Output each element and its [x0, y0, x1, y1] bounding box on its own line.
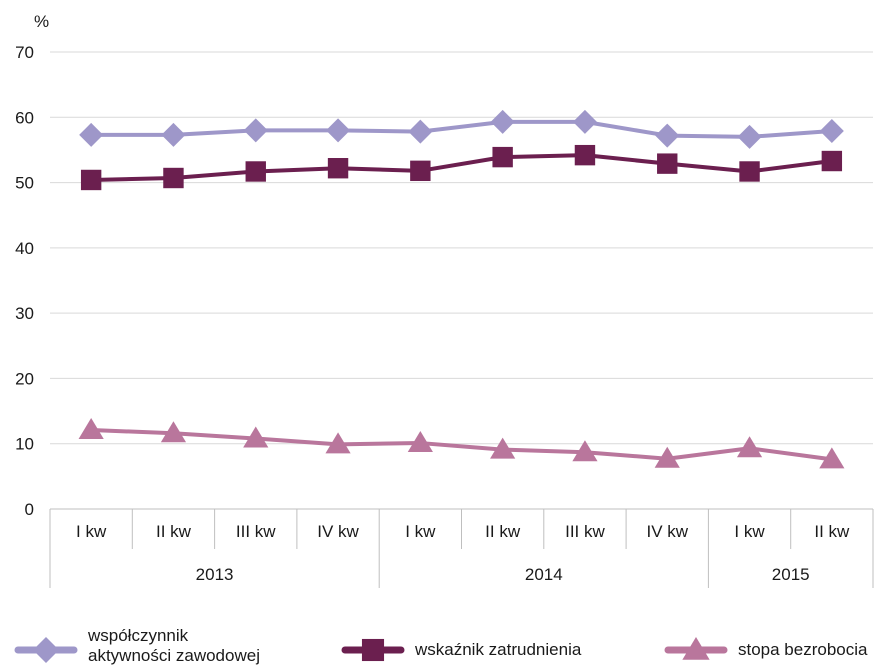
x-tick-label: II kw	[156, 522, 192, 541]
data-point	[243, 118, 268, 143]
x-tick-label: III kw	[565, 522, 605, 541]
data-point	[245, 161, 266, 182]
data-point	[410, 160, 431, 182]
series-square	[80, 144, 843, 191]
x-tick-label: I kw	[76, 522, 107, 541]
data-point	[160, 421, 187, 443]
data-point	[163, 167, 184, 189]
x-tick-label: IV kw	[317, 522, 359, 541]
series-line	[91, 119, 832, 139]
data-point	[408, 119, 433, 144]
series-triangle	[78, 418, 845, 469]
x-axis: I kw II kw III kw IV kw I kw II kw III kw IV kw…	[49, 509, 874, 588]
x-tick-label: I kw	[405, 522, 436, 541]
data-point	[325, 432, 351, 454]
legend-item: stopa bezrobocia	[664, 637, 868, 660]
y-tick-label: 70	[15, 43, 34, 62]
data-point	[736, 436, 763, 458]
data-point	[572, 440, 598, 462]
x-group-label: 2015	[772, 565, 810, 584]
data-point	[407, 431, 433, 453]
series-lines	[78, 109, 845, 469]
data-point	[78, 418, 104, 440]
data-point	[657, 153, 678, 174]
data-point	[739, 161, 760, 182]
y-tick-label: 10	[15, 435, 34, 454]
y-tick-label: 50	[15, 174, 34, 193]
series-line	[91, 153, 833, 182]
data-point	[326, 118, 351, 143]
data-point	[574, 144, 596, 166]
y-tick-label: 0	[25, 500, 34, 519]
data-point	[572, 109, 597, 134]
x-tick-label: III kw	[236, 522, 276, 541]
y-tick-label: 30	[15, 304, 34, 323]
data-point	[161, 122, 186, 147]
legend-label: aktywności zawodowej	[88, 646, 260, 665]
legend-label: stopa bezrobocia	[738, 640, 868, 659]
series-line	[91, 428, 833, 462]
data-point	[490, 437, 516, 459]
legend-marker	[682, 637, 710, 660]
data-point	[819, 118, 844, 143]
data-point	[492, 146, 513, 168]
grid-lines	[50, 51, 873, 510]
legend-marker	[33, 637, 59, 663]
legend-label: wskaźnik zatrudnienia	[414, 640, 582, 659]
data-point	[327, 158, 349, 179]
y-axis-ticks: 0 10 20 30 40 50 60 70	[15, 43, 34, 519]
x-group-label: 2014	[525, 565, 563, 584]
y-tick-label: 40	[15, 239, 34, 258]
legend-label: współczynnik	[87, 626, 189, 645]
y-tick-label: 60	[15, 108, 34, 127]
data-point	[243, 426, 269, 448]
data-point	[79, 122, 104, 147]
x-tick-label: IV kw	[646, 522, 688, 541]
data-point	[737, 124, 762, 149]
legend-marker	[361, 638, 385, 662]
y-axis-unit-label: %	[34, 12, 49, 31]
series-diamond	[79, 109, 844, 149]
data-point	[80, 169, 102, 191]
data-point	[654, 446, 680, 468]
legend-item: wskaźnik zatrudnienia	[341, 638, 582, 662]
x-group-label: 2013	[196, 565, 234, 584]
data-point	[655, 123, 680, 148]
data-point	[490, 109, 515, 134]
y-tick-label: 20	[15, 369, 34, 388]
x-tick-label: II kw	[485, 522, 521, 541]
x-tick-label: II kw	[814, 522, 850, 541]
data-point	[821, 150, 843, 172]
x-tick-label: I kw	[734, 522, 765, 541]
data-point	[819, 447, 845, 469]
